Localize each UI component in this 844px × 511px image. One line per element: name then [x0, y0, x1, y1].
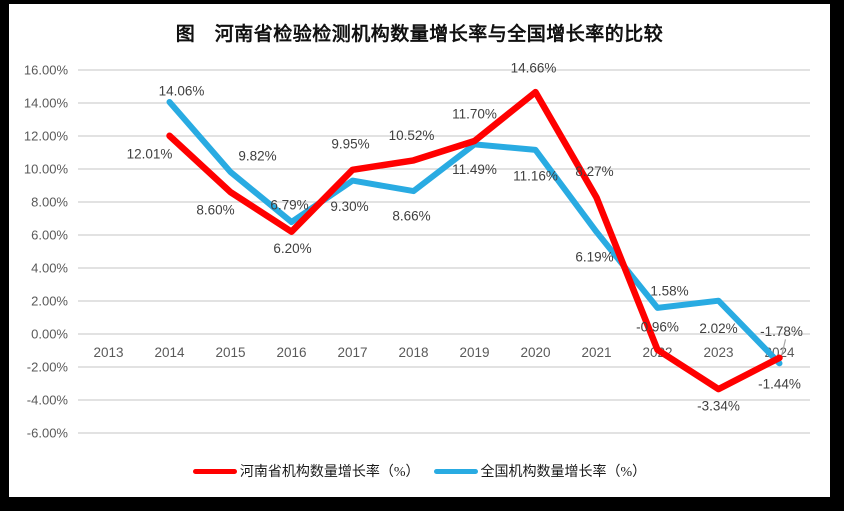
x-tick-label: 2014: [154, 345, 185, 360]
national-data-label: 9.82%: [238, 149, 276, 164]
y-tick-label: -4.00%: [27, 393, 69, 408]
x-tick-label: 2020: [520, 345, 550, 360]
national-data-label: 9.30%: [330, 199, 368, 214]
x-tick-label: 2018: [398, 345, 428, 360]
national-data-label: 6.19%: [575, 249, 613, 264]
national-data-label: 6.79%: [270, 198, 308, 213]
legend-item-henan: 河南省机构数量增长率（%）: [192, 461, 420, 481]
national-data-label: 1.58%: [650, 283, 688, 298]
national-data-label: 2.02%: [699, 321, 737, 336]
legend-label-henan: 河南省机构数量增长率（%）: [239, 465, 420, 480]
national-data-label: 8.66%: [392, 209, 430, 224]
y-tick-label: -6.00%: [27, 426, 69, 441]
henan-data-label: 9.95%: [331, 136, 369, 151]
y-tick-label: 12.00%: [24, 129, 69, 144]
henan-data-label: 14.66%: [511, 61, 557, 76]
chart-legend: 河南省机构数量增长率（%） 全国机构数量增长率（%）: [9, 461, 830, 481]
national-data-label: -1.78%: [760, 324, 803, 339]
x-tick-label: 2015: [215, 345, 245, 360]
y-tick-label: 16.00%: [24, 63, 69, 78]
y-tick-label: 10.00%: [24, 162, 69, 177]
x-tick-label: 2021: [581, 345, 611, 360]
y-tick-label: 6.00%: [31, 228, 68, 243]
national-data-label: 14.06%: [159, 84, 205, 99]
legend-label-national: 全国机构数量增长率（%）: [480, 465, 647, 480]
henan-data-label: 11.70%: [452, 107, 497, 122]
henan-series-line: [166, 88, 783, 393]
national-series-swatch-icon: [433, 468, 478, 474]
y-tick-label: 8.00%: [31, 195, 68, 210]
chart-title: 图 河南省检验检测机构数量增长率与全国增长率的比较: [175, 24, 664, 45]
henan-data-label: 6.20%: [273, 241, 311, 256]
henan-data-label: -0.96%: [636, 319, 679, 334]
national-data-label: 11.49%: [452, 162, 497, 177]
legend-item-national: 全国机构数量增长率（%）: [433, 461, 647, 481]
x-tick-label: 2023: [703, 345, 733, 360]
y-tick-label: 2.00%: [31, 294, 68, 309]
x-tick-label: 2017: [337, 345, 367, 360]
henan-series-swatch-icon: [192, 468, 237, 474]
henan-data-label: 10.52%: [389, 128, 435, 143]
x-tick-label: 2016: [276, 345, 306, 360]
henan-data-label: 8.27%: [575, 164, 613, 179]
y-tick-label: 4.00%: [31, 261, 68, 276]
x-tick-label: 2013: [93, 345, 123, 360]
y-tick-label: -2.00%: [27, 360, 69, 375]
henan-data-label: -1.44%: [758, 376, 801, 391]
y-tick-label: 0.00%: [31, 327, 68, 342]
national-data-label: 11.16%: [513, 168, 558, 183]
chart-area: 16.00% 14.00% 12.00% 10.00% 8.00% 6.00% 4.00% 2…: [9, 4, 830, 497]
henan-data-label: 8.60%: [196, 203, 234, 218]
henan-data-label: -3.34%: [697, 399, 740, 414]
henan-data-label: 12.01%: [127, 146, 173, 161]
x-tick-label: 2019: [459, 345, 489, 360]
y-tick-label: 14.00%: [24, 96, 69, 111]
